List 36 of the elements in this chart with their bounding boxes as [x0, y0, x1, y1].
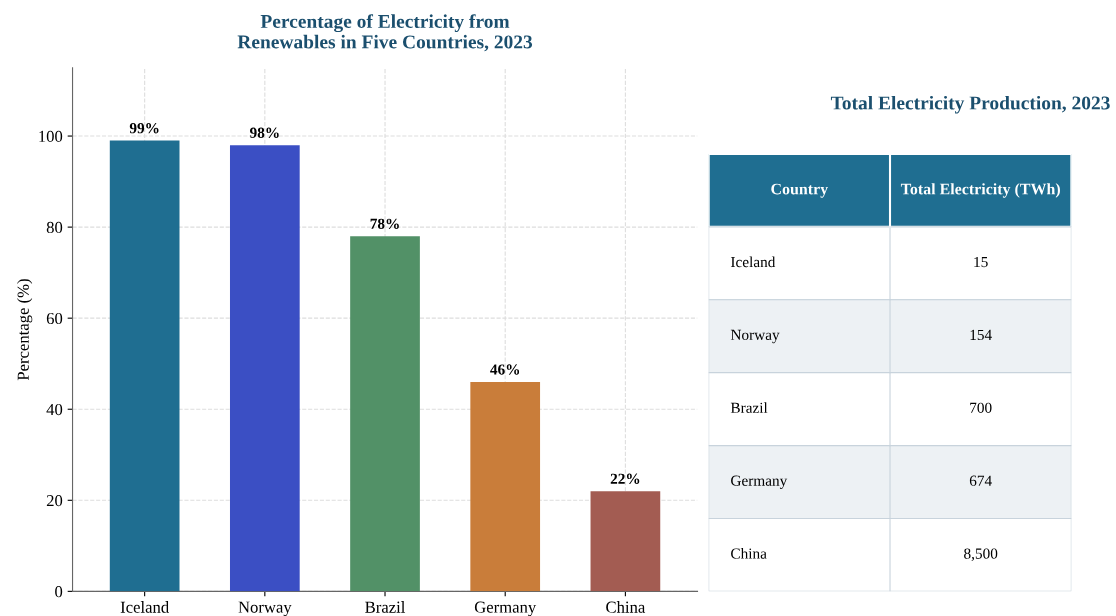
- x-tick-label: Norway: [238, 601, 292, 616]
- x-tick-label: Iceland: [120, 601, 169, 613]
- bar: [350, 236, 420, 592]
- text: Total Electricity Production, 2023: [830, 95, 1110, 114]
- data-label: 154: [970, 329, 992, 341]
- y-tick-label: 20: [46, 495, 63, 507]
- data-label: 700: [970, 402, 992, 413]
- bar: [590, 491, 661, 592]
- text: Country: [771, 183, 829, 198]
- data-label: 99%: [129, 123, 159, 134]
- data-label: 78%: [370, 218, 399, 229]
- y-tick-label: 40: [46, 403, 63, 416]
- data-label: 8,500: [964, 548, 998, 561]
- category-label: Germany: [731, 475, 788, 489]
- category-label: Norway: [730, 329, 780, 344]
- chart-title: Percentage of Electricity from Renewables in Five Countries, 2023: [237, 14, 533, 52]
- category-label: Brazil: [730, 402, 768, 413]
- y-axis-title: Percentage (%): [17, 279, 33, 381]
- data-label: 98%: [249, 127, 279, 138]
- category-label: China: [731, 547, 767, 559]
- category-label: Iceland: [730, 256, 776, 268]
- y-tick-label: 60: [46, 312, 63, 325]
- bar: [229, 145, 300, 592]
- data-label: 46%: [490, 364, 520, 375]
- bar: [470, 381, 541, 592]
- data-label: 674: [969, 475, 992, 486]
- x-tick-label: Germany: [474, 601, 537, 616]
- y-tick-label: 0: [55, 586, 63, 598]
- x-tick-label: China: [606, 601, 646, 613]
- data-label: 22%: [610, 473, 640, 484]
- y-tick-label: 100: [39, 130, 63, 142]
- x-tick-label: Brazil: [365, 601, 406, 613]
- text: Total Electricity (TWh): [900, 183, 1060, 198]
- y-tick-label: 80: [46, 221, 63, 234]
- bar: [109, 140, 180, 592]
- data-label: 15: [974, 256, 988, 268]
